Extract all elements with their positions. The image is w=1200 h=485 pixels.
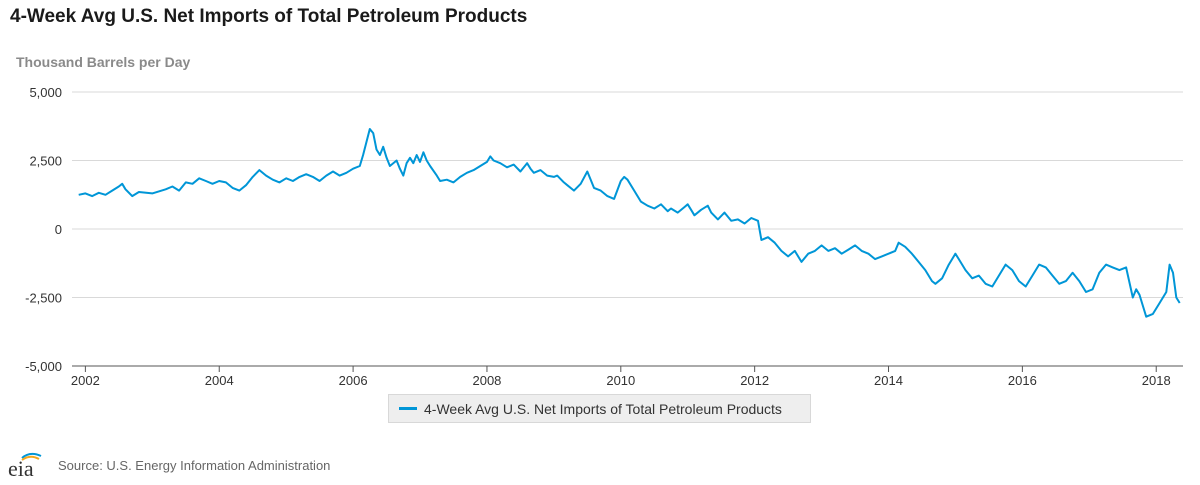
logo-arc-blue [21, 452, 42, 459]
y-tick-label: -2,500 [25, 291, 62, 306]
x-tick-label: 2002 [71, 373, 100, 388]
x-axis-ticks: 2002 2004 2006 2008 2010 2012 2014 2016 2018 [71, 366, 1171, 388]
source-text: Source: U.S. Energy Information Administ… [58, 457, 331, 473]
x-tick-label: 2014 [874, 373, 903, 388]
logo-arc-yellow [21, 455, 40, 461]
x-tick-label: 2016 [1008, 373, 1037, 388]
y-tick-label: -5,000 [25, 359, 62, 374]
source-footer: eia Source: U.S. Energy Information Admi… [8, 452, 331, 481]
y-tick-label: 5,000 [29, 85, 62, 100]
x-tick-label: 2004 [205, 373, 234, 388]
x-tick-label: 2010 [606, 373, 635, 388]
x-tick-label: 2012 [740, 373, 769, 388]
y-axis-label: Thousand Barrels per Day [16, 54, 191, 70]
legend[interactable]: 4-Week Avg U.S. Net Imports of Total Pet… [388, 394, 811, 423]
series-layer [78, 128, 1181, 318]
eia-logo-mark [21, 452, 42, 461]
x-tick-label: 2006 [339, 373, 368, 388]
y-axis-ticks: 5,000 2,500 0 -2,500 -5,000 [25, 85, 62, 374]
x-tick-label: 2018 [1142, 373, 1171, 388]
y-tick-label: 2,500 [29, 154, 62, 169]
legend-swatch [399, 407, 417, 410]
x-tick-label: 2008 [472, 373, 501, 388]
series-line[interactable] [78, 128, 1181, 318]
logo-text: eia [8, 456, 34, 481]
chart-title: 4-Week Avg U.S. Net Imports of Total Pet… [10, 6, 528, 27]
gridlines [72, 91, 1183, 367]
legend-label: 4-Week Avg U.S. Net Imports of Total Pet… [424, 400, 782, 417]
y-tick-label: 0 [55, 222, 62, 237]
eia-logo[interactable]: eia [8, 452, 46, 481]
